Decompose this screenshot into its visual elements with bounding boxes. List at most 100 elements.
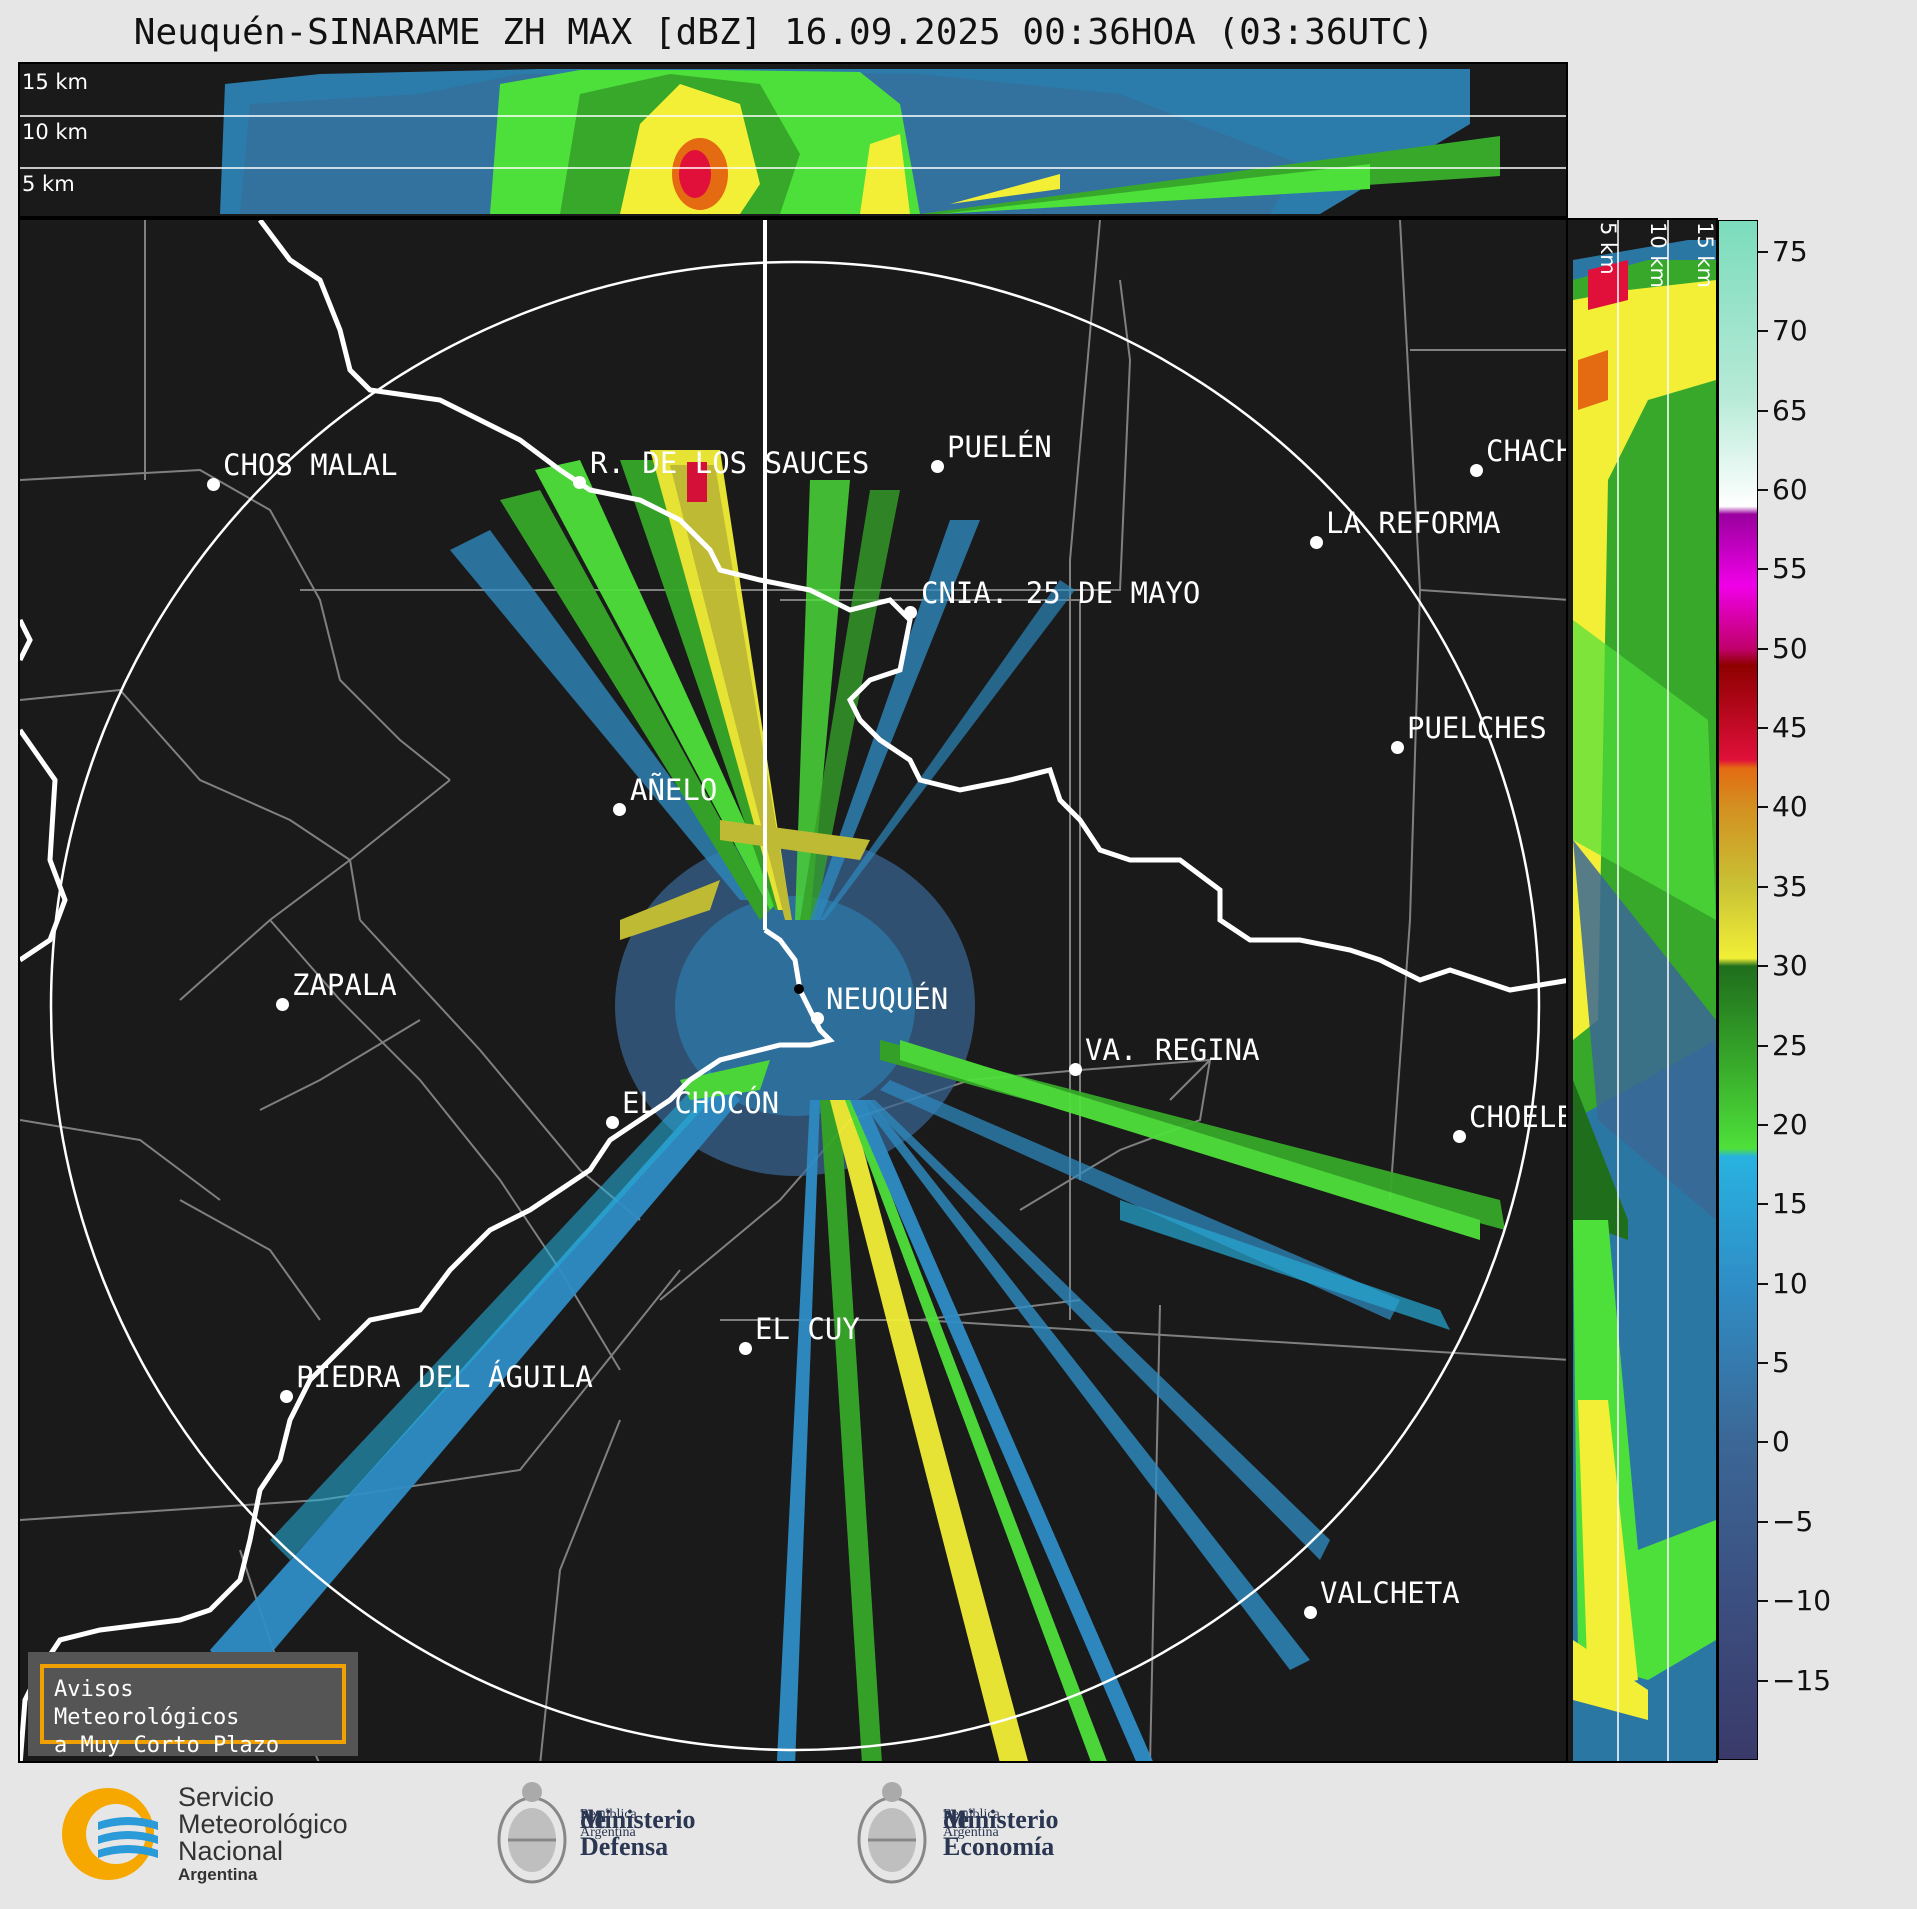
city-label-colonia-25-de-mayo: CNIA. 25 DE MAYO [921,576,1201,610]
colorbar-tick-label: −15 [1772,1663,1832,1697]
ministerio-defensa-logo: Ministerio de Defensa República Argentin… [495,1776,755,1896]
defensa-line-1: Ministerio [580,1805,696,1834]
colorbar-tick-label: 50 [1772,631,1808,665]
city-label-puelen: PUELÉN [947,430,1052,464]
height-level-10km: 10 km [22,120,89,144]
city-dot-puelches [1391,741,1404,754]
city-dot-valcheta [1304,1606,1317,1619]
city-dot-chos-malal [207,478,220,491]
city-dot-zapala [276,998,289,1011]
colorbar-tick-label: 40 [1772,790,1808,824]
smn-line-3: Nacional [178,1836,284,1866]
colorbar-tick-mark [1758,1282,1768,1285]
ministerio-economia-logo: Ministerio de Economía República Argenti… [855,1776,1135,1896]
city-dot-rincon-de-los-sauces [573,476,586,489]
city-dot-el-chocon [606,1116,619,1129]
colorbar-tick-label: 5 [1772,1346,1790,1380]
notice-line-1: Avisos Meteorológicos [54,1677,240,1730]
colorbar-tick-mark [1758,885,1768,888]
city-dot-colonia-25-de-mayo [904,606,917,619]
colorbar-tick-label: −5 [1772,1504,1814,1538]
colorbar-tick-label: 60 [1772,472,1808,506]
city-dot-la-reforma [1310,536,1323,549]
top-height-profile-panel: 15 km 10 km 5 km [18,62,1568,218]
notice-badge[interactable]: Avisos Meteorológicos a Muy Corto Plazo [28,1652,358,1758]
colorbar-tick-mark [1758,806,1768,809]
city-label-puelches: PUELCHES [1407,711,1547,745]
colorbar-tick-mark [1758,1123,1768,1126]
colorbar-tick-label: 75 [1772,234,1808,268]
colorbar-tick-mark [1758,250,1768,253]
city-label-piedra-del-aguila: PIEDRA DEL ÁGUILA [296,1360,593,1394]
colorbar-tick-mark [1758,1362,1768,1365]
city-dot-puelen [931,460,944,473]
page-title: Neuquén-SINARAME ZH MAX [dBZ] 16.09.2025… [133,12,1435,53]
smn-line-1: Servicio [178,1782,275,1812]
colorbar-tick-mark [1758,1520,1768,1523]
province-borders [20,220,1566,1761]
city-dot-villa-regina [1069,1063,1082,1076]
city-label-zapala: ZAPALA [292,968,397,1002]
side-height-level-5km: 5 km [1596,222,1620,275]
city-label-rincon-de-los-sauces: R. DE LOS SAUCES [590,446,870,480]
radar-echoes [210,450,1505,1761]
colorbar-tick-label: 30 [1772,949,1808,983]
city-label-valcheta: VALCHETA [1320,1576,1460,1610]
city-label-villa-regina: VA. REGINA [1085,1033,1260,1067]
colorbar-tick-mark [1758,1600,1768,1603]
colorbar-tick-label: 20 [1772,1107,1808,1141]
colorbar-tick-mark [1758,330,1768,333]
city-dot-anelo [613,803,626,816]
side-height-profile-panel: 5 km 10 km 15 km [1566,218,1718,1763]
defensa-shield-icon [497,1782,567,1884]
colorbar-tick-label: 10 [1772,1266,1808,1300]
economia-line-3: República Argentina [943,1807,1000,1840]
city-dot-neuquen [811,1012,824,1025]
colorbar-tick-mark [1758,1679,1768,1682]
radar-map-graphic [20,220,1566,1761]
defensa-line-3: República Argentina [580,1807,637,1840]
side-profile-graphic [1573,220,1716,1761]
defensa-line-2: de Defensa [580,1805,669,1861]
city-label-choele-choel: CHOELE [1469,1100,1568,1134]
colorbar-tick-label: 15 [1772,1187,1808,1221]
city-dot-choele-choel [1453,1130,1466,1143]
colorbar-tick-mark [1758,1203,1768,1206]
colorbar-tick-label: 65 [1772,393,1808,427]
smn-logo-mark [62,1788,158,1880]
colorbar-tick-mark [1758,568,1768,571]
colorbar-tick-label: 25 [1772,1028,1808,1062]
range-ring [49,260,1541,1752]
colorbar-tick-mark [1758,965,1768,968]
city-label-el-chocon: EL CHOCÓN [622,1086,780,1120]
city-label-chacharramendi: CHACH [1486,434,1568,468]
colorbar-tick-mark [1758,1044,1768,1047]
smn-line-2: Meteorológico [178,1809,348,1839]
radar-site-marker [794,984,804,994]
colorbar-tick-mark [1758,488,1768,491]
economia-line-2: de Economía [943,1805,1055,1861]
economia-shield-icon [857,1782,927,1884]
smn-line-4: Argentina [178,1865,258,1884]
colorbar-tick-mark [1758,647,1768,650]
smn-logo: Servicio Meteorológico Nacional Argentin… [58,1784,398,1884]
city-dot-el-cuy [739,1342,752,1355]
notice-line-2: a Muy Corto Plazo [54,1733,280,1758]
colorbar-tick-label: 0 [1772,1425,1790,1459]
top-profile-graphic [20,68,1566,216]
notice-badge-frame: Avisos Meteorológicos a Muy Corto Plazo [40,1664,346,1758]
radar-map-panel[interactable]: CHOS MALAL R. DE LOS SAUCES PUELÉN CHACH… [18,218,1568,1763]
city-label-la-reforma: LA REFORMA [1326,506,1501,540]
side-height-level-10km: 10 km [1646,222,1670,289]
height-level-15km: 15 km [22,70,89,94]
side-height-level-15km: 15 km [1693,222,1717,289]
city-dot-chacharramendi [1470,464,1483,477]
colorbar-tick-label: 70 [1772,314,1808,348]
dbz-colorbar [1718,220,1758,1760]
colorbar-tick-label: −10 [1772,1584,1832,1618]
city-label-anelo: AÑELO [630,773,718,807]
colorbar-tick-label: 55 [1772,552,1808,586]
city-label-el-cuy: EL CUY [755,1312,860,1346]
colorbar-tick-label: 45 [1772,711,1808,745]
city-dot-piedra-del-aguila [280,1390,293,1403]
